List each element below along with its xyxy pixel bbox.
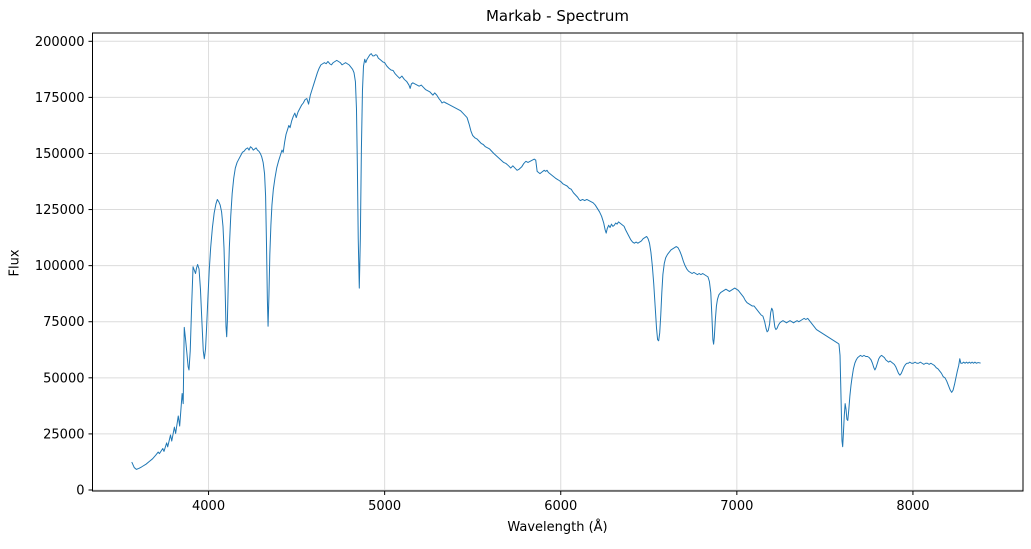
y-tick-label: 25000 [43,427,84,442]
x-tick-label: 8000 [896,499,929,514]
x-tick-label: 4000 [192,499,225,514]
y-tick-label: 100000 [35,259,85,274]
x-axis-label: Wavelength (Å) [507,520,608,535]
x-tick-label: 6000 [544,499,577,514]
x-tick-label: 5000 [368,499,401,514]
y-tick-label: 200000 [35,35,85,50]
y-tick-label: 125000 [35,203,85,218]
y-tick-label: 150000 [35,147,85,162]
y-tick-label: 0 [76,483,84,498]
plot-area [92,32,1024,492]
chart-title: Markab - Spectrum [485,7,630,25]
x-tick-label: 7000 [720,499,753,514]
y-tick-label: 50000 [43,371,84,386]
y-axis-label: Flux [7,249,23,277]
y-tick-label: 175000 [35,91,85,106]
y-tick-label: 75000 [43,315,84,330]
spectrum-line [131,53,981,470]
